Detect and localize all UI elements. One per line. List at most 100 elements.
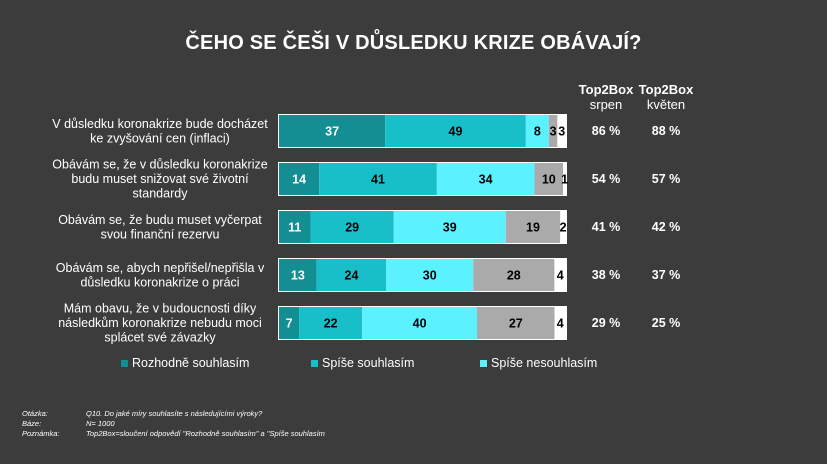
legend-label: Spíše souhlasím [322, 356, 415, 370]
footnote-question: Otázka: Q10. Do jaké míry souhlasíte s n… [22, 409, 325, 419]
chart-title: ČEHO SE ČEŠI V DŮSLEDKU KRIZE OBÁVAJÍ? [185, 32, 642, 54]
data-label: 29 [345, 221, 359, 235]
top2box-srpen-value: 38 % [592, 268, 621, 282]
category-label: svou finanční rezervu [101, 227, 220, 241]
category-label: následkům koronakrize nebudu moci [58, 316, 262, 330]
legend: Rozhodně souhlasím Spíše souhlasím Spíše… [0, 356, 827, 372]
bar-segment [505, 211, 561, 243]
data-label: 10 [542, 173, 556, 187]
bar-segment [525, 115, 549, 147]
top2box-srpen-value: 29 % [592, 316, 621, 330]
bar-segment [560, 211, 566, 243]
bar-segment [310, 211, 394, 243]
data-label: 41 [371, 173, 385, 187]
legend-swatch [121, 359, 128, 367]
category-label: Obávám se, že v důsledku koronakrize [52, 158, 267, 172]
category-label: splácet své závazky [104, 331, 216, 345]
data-label: 30 [423, 269, 437, 283]
data-label: 34 [479, 173, 493, 187]
legend-item-spise-souhlasim: Spíše souhlasím [311, 356, 414, 370]
bar-segment [386, 259, 474, 291]
data-label: 22 [324, 317, 338, 331]
legend-label: Spíše nesouhlasím [491, 356, 598, 370]
column-header-kveten: Top2Box květen [631, 82, 701, 112]
data-label: 4 [557, 317, 564, 331]
data-label: 4 [557, 269, 564, 283]
bar-segment [299, 307, 363, 339]
bar-segment [557, 115, 566, 147]
bar-segment [554, 259, 566, 291]
data-label: 7 [286, 317, 293, 331]
legend-swatch [480, 359, 487, 367]
bar-segment [279, 211, 311, 243]
bar-segment [534, 163, 564, 195]
category-label: Obávám se, abych nepřišel/nepřišla v [56, 261, 265, 275]
data-label: 11 [288, 221, 301, 235]
footnote-value: N= 1000 [86, 419, 115, 428]
data-label: 3 [558, 125, 565, 139]
data-label: 13 [291, 269, 305, 283]
bar-segment [279, 163, 320, 195]
bar-segment [385, 115, 526, 147]
bar-segment [279, 307, 300, 339]
category-label: důsledku koronakrize o práci [80, 275, 239, 289]
data-label: 8 [534, 125, 541, 139]
category-label: Mám obavu, že v budoucnosti díky [64, 302, 257, 316]
data-label: 1 [561, 173, 568, 187]
column-header-srpen-line2: srpen [589, 97, 623, 112]
footnote-note: Poznámka: Top2Box=sloučení odpovědí "Roz… [22, 429, 325, 439]
data-label: 28 [507, 269, 521, 283]
footnotes: Otázka: Q10. Do jaké míry souhlasíte s n… [22, 409, 325, 439]
footnote-key: Poznámka: [22, 429, 60, 438]
legend-label: Rozhodně souhlasím [132, 356, 250, 370]
bar-segment [548, 115, 558, 147]
data-label: 2 [560, 221, 567, 235]
column-header-srpen-line1: Top2Box [578, 82, 634, 97]
bar-segment [316, 259, 387, 291]
bar-segment [319, 163, 437, 195]
bar-segment [436, 163, 535, 195]
bar-segment [279, 115, 386, 147]
data-label: 27 [509, 317, 523, 331]
top2box-srpen-value: 41 % [592, 220, 621, 234]
top2box-kveten-value: 25 % [652, 316, 681, 330]
top2box-kveten-value: 37 % [652, 268, 681, 282]
legend-item-spise-nesouhlasim: Spíše nesouhlasím [480, 356, 597, 370]
category-label: standardy [133, 187, 189, 201]
column-header-kveten-line1: Top2Box [638, 82, 694, 97]
top2box-kveten-value: 57 % [652, 172, 681, 186]
category-label: budu muset snižovat své životní [71, 172, 249, 186]
category-label: V důsledku koronakrize bude docházet [52, 117, 268, 131]
footnote-base: Báze: N= 1000 [22, 419, 325, 429]
data-label: 39 [443, 221, 457, 235]
top2box-srpen-value: 54 % [592, 172, 621, 186]
data-label: 49 [449, 125, 463, 139]
bar-segment [477, 307, 555, 339]
data-label: 3 [550, 125, 557, 139]
column-header-kveten-line2: květen [646, 97, 686, 112]
top2box-srpen-value: 86 % [592, 124, 621, 138]
data-label: 24 [345, 269, 359, 283]
legend-item-rozhodne-souhlasim: Rozhodně souhlasím [121, 356, 249, 370]
bar-segment [563, 163, 566, 195]
footnote-key: Báze: [22, 419, 42, 428]
top2box-kveten-value: 88 % [652, 124, 681, 138]
bar-segment [279, 259, 317, 291]
bar-segment [554, 307, 566, 339]
footnote-value: Top2Box=sloučení odpovědí "Rozhodně souh… [86, 429, 325, 438]
bar-segment [473, 259, 555, 291]
legend-swatch [311, 359, 318, 367]
column-header-srpen: Top2Box srpen [571, 82, 641, 112]
data-label: 19 [526, 221, 540, 235]
top2box-kveten-value: 42 % [652, 220, 681, 234]
data-label: 14 [292, 173, 306, 187]
bar-segment [362, 307, 478, 339]
category-label: ke zvyšování cen (inflaci) [90, 131, 230, 145]
data-label: 40 [413, 317, 427, 331]
category-label: Obávám se, že budu muset vyčerpat [58, 213, 262, 227]
bar-segment [393, 211, 506, 243]
footnote-value: Q10. Do jaké míry souhlasíte s následují… [86, 409, 263, 418]
data-label: 37 [325, 125, 339, 139]
footnote-key: Otázka: [22, 409, 48, 418]
